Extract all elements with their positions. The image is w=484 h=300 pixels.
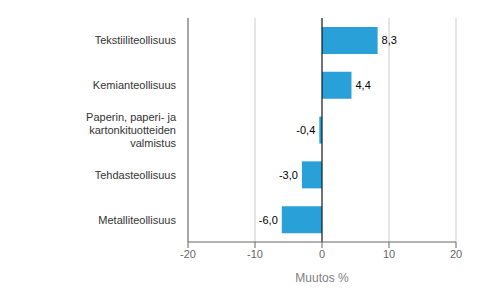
svg-text:-3,0: -3,0 bbox=[279, 169, 298, 181]
svg-text:4,4: 4,4 bbox=[355, 79, 370, 91]
svg-text:10: 10 bbox=[383, 248, 395, 260]
svg-text:-10: -10 bbox=[247, 248, 263, 260]
svg-text:-20: -20 bbox=[180, 248, 196, 260]
svg-text:0: 0 bbox=[319, 248, 325, 260]
svg-text:Tekstiiliteollisuus: Tekstiiliteollisuus bbox=[95, 34, 177, 46]
svg-text:Metalliteollisuus: Metalliteollisuus bbox=[98, 214, 176, 226]
svg-text:Paperin, paperi- jakartonkituo: Paperin, paperi- jakartonkituotteidenval… bbox=[86, 111, 177, 149]
svg-text:Tehdasteollisuus: Tehdasteollisuus bbox=[95, 169, 177, 181]
svg-text:-6,0: -6,0 bbox=[259, 214, 278, 226]
svg-text:8,3: 8,3 bbox=[382, 34, 397, 46]
svg-text:Muutos %: Muutos % bbox=[295, 271, 349, 285]
svg-text:20: 20 bbox=[450, 248, 462, 260]
svg-text:-0,4: -0,4 bbox=[296, 124, 315, 136]
svg-text:Kemianteollisuus: Kemianteollisuus bbox=[93, 79, 177, 91]
